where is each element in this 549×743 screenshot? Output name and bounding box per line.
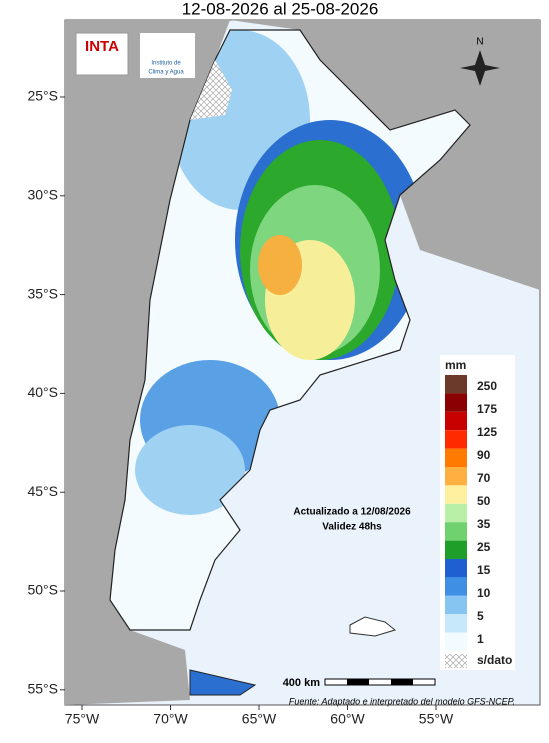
legend-swatch [445,559,467,578]
legend-label: 70 [477,471,491,485]
validity-note: Validez 48hs [322,522,382,533]
updated-note: Actualizado a 12/08/2026 [293,507,411,518]
legend-label: 50 [477,494,491,508]
lat-label: 25°S [27,88,58,104]
lon-label: 70°W [153,711,188,727]
legend-swatch [445,448,467,467]
legend-swatch [445,614,467,633]
legend-swatch [445,522,467,541]
scale-bar [324,678,436,686]
lat-label: 30°S [27,187,58,203]
institute: Instituto de [151,61,181,67]
compass: N [460,37,500,86]
legend-swatch [445,540,467,559]
institute-name: Clima y Agua [148,70,184,76]
legend-swatch [445,503,467,523]
legend-label: 15 [477,563,491,577]
legend-swatch [445,375,467,394]
lat-label: 40°S [27,384,58,400]
legend-label: 175 [477,402,497,416]
legend-label: 5 [477,609,484,623]
legend-label: 35 [477,517,491,531]
lat-label: 35°S [27,285,58,301]
legend-label: 125 [477,425,497,439]
lon-label: 60°W [330,711,365,727]
lon-label: 65°W [242,711,277,727]
legend-swatch [445,632,467,651]
lon-label: 75°W [65,711,100,727]
legend-title: mm [445,358,466,372]
precipitation-field [109,29,471,696]
legend-swatch [445,577,467,596]
title: 12-08-2026 al 25-08-2026 [182,0,379,18]
neighbors [230,20,540,290]
lon-label: 55°W [419,711,454,727]
logos: INTA Instituto de Clima y Agua [75,32,195,78]
legend-swatch [445,485,467,504]
scale-label: 400 km [283,677,321,689]
legend-swatch [445,393,467,412]
legend-label: 90 [477,448,491,462]
nodata-swatch [445,654,467,668]
legend-label: 250 [477,379,497,393]
legend-label: 10 [477,586,491,600]
legend-swatch [445,430,467,449]
inta-logo: INTA [85,38,119,55]
lat-label: 50°S [27,582,58,598]
legend-label: 1 [477,632,484,646]
chile [65,20,230,705]
compass-label: N [476,37,483,48]
legend-label: 25 [477,540,491,554]
legend-swatch [445,595,467,615]
nodata-label: s/dato [477,653,512,667]
legend-swatch [445,411,467,431]
legend-swatch [445,467,467,486]
lat-label: 55°S [27,681,58,697]
lat-label: 45°S [27,483,58,499]
source: Fuente: Adaptado e interpretado del mode… [289,696,515,706]
